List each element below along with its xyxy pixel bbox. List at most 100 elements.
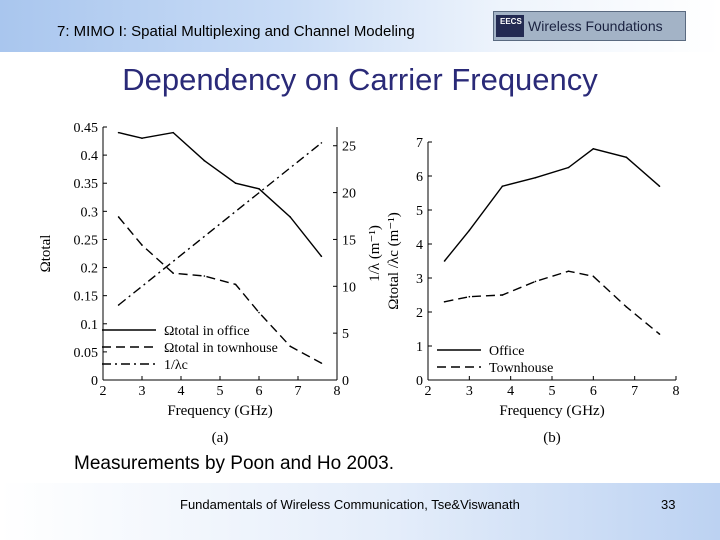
- series-line-1: [443, 148, 660, 262]
- data-point: [592, 275, 595, 278]
- data-point: [234, 283, 237, 286]
- data-point: [443, 260, 446, 262]
- course-title: 7: MIMO I: Spatial Multiplexing and Chan…: [57, 23, 415, 40]
- y-tick-label: 0: [91, 374, 98, 389]
- x-axis-label: Frequency (GHz): [499, 403, 604, 419]
- eecs-badge: EECS: [496, 15, 524, 37]
- y-tick-label: 4: [416, 238, 423, 253]
- data-point: [625, 306, 628, 308]
- chart-panel-a: 2 3 4 5 6 7 800.050.10.150.20.250.30.350.40.45…: [38, 121, 383, 446]
- slide-title: Dependency on Carrier Frequency: [122, 62, 598, 97]
- x-tick-label: 4: [178, 384, 185, 399]
- x-tick-label: 8: [334, 384, 341, 399]
- y2-tick-label: 5: [342, 327, 349, 342]
- y-tick-label: 0.15: [74, 290, 99, 305]
- y-tick-label: 7: [416, 136, 423, 151]
- x-tick-label: 4: [507, 384, 514, 399]
- data-point: [320, 255, 323, 258]
- series-line-3: [118, 142, 322, 306]
- y-tick-label: 0.1: [81, 318, 99, 333]
- data-point: [443, 301, 446, 303]
- logo-text: Wireless Foundations: [528, 18, 663, 34]
- x-tick-label: 8: [673, 384, 680, 399]
- x-tick-label: 3: [466, 384, 473, 399]
- data-point: [203, 159, 206, 162]
- legend-label: Ωtotal in townhouse: [164, 341, 278, 356]
- data-point: [203, 275, 206, 277]
- data-point: [258, 188, 260, 190]
- data-point: [501, 294, 504, 296]
- data-point: [592, 148, 595, 150]
- data-point: [117, 131, 120, 134]
- panel-label: (b): [543, 430, 561, 446]
- chart-panel-b: 2 3 4 5 6 7 8 0 1 2 3 4 5 6 7 Frequency (GHz) Ωtotal /λc…: [386, 136, 680, 446]
- y-tick-label: 6: [416, 170, 423, 185]
- data-point: [658, 333, 661, 335]
- y-tick-label: 0.35: [74, 177, 99, 192]
- x-tick-label: 7: [295, 384, 302, 399]
- y2-tick-label: 25: [342, 140, 356, 155]
- data-point: [234, 182, 237, 185]
- y-tick-label: 0: [416, 374, 423, 389]
- page-number: 33: [661, 497, 676, 512]
- legend-label: Townhouse: [489, 361, 553, 376]
- data-point: [258, 311, 260, 314]
- data-point: [141, 244, 143, 246]
- data-point: [117, 216, 120, 218]
- panel-label: (a): [212, 430, 229, 446]
- y-axis-label: Ωtotal /λc (m⁻¹): [386, 212, 402, 309]
- data-point: [468, 295, 471, 298]
- x-tick-label: 6: [256, 384, 263, 399]
- y-tick-label: 0.45: [74, 121, 99, 136]
- data-point: [141, 137, 143, 140]
- data-point: [320, 142, 323, 144]
- footer-bar: [0, 483, 720, 540]
- y-tick-label: 0.25: [74, 233, 99, 248]
- legend-label: 1/λc: [164, 358, 188, 373]
- data-point: [320, 362, 323, 364]
- y2-tick-label: 10: [342, 280, 356, 295]
- data-point: [534, 280, 537, 283]
- x-tick-label: 7: [631, 384, 638, 399]
- series-line-2: [118, 216, 322, 364]
- data-point: [468, 229, 471, 232]
- data-point: [289, 345, 292, 348]
- data-point: [172, 272, 174, 274]
- series-line-2: [444, 270, 660, 335]
- y-tick-label: 0.4: [81, 149, 99, 164]
- x-tick-label: 3: [139, 384, 146, 399]
- eecs-badge-text: EECS: [500, 17, 522, 26]
- y2-axis-label: 1/λ (m⁻¹): [367, 225, 383, 282]
- legend-label: Office: [489, 344, 525, 359]
- x-tick-label: 6: [590, 384, 597, 399]
- data-point: [625, 156, 628, 159]
- data-point: [172, 131, 174, 134]
- slide-caption: Measurements by Poon and Ho 2003.: [74, 453, 395, 474]
- y-tick-label: 0.2: [81, 262, 99, 277]
- y2-tick-label: 20: [342, 187, 356, 202]
- legend-label: Ωtotal in office: [164, 324, 250, 339]
- y-tick-label: 5: [416, 204, 423, 219]
- x-tick-label: 5: [217, 384, 224, 399]
- y-tick-label: 0.05: [74, 346, 99, 361]
- footer-text: Fundamentals of Wireless Communication, …: [180, 497, 520, 512]
- y-tick-label: 3: [416, 272, 423, 287]
- x-tick-label: 2: [100, 384, 107, 399]
- data-point: [567, 270, 570, 272]
- series-line-1: [118, 131, 322, 257]
- y-tick-label: 1: [416, 340, 423, 355]
- data-point: [534, 176, 537, 179]
- y2-tick-label: 0: [342, 374, 349, 389]
- chart-figure: 2 3 4 5 6 7 800.050.10.150.20.250.30.350.40.45…: [38, 121, 680, 446]
- wireless-foundations-logo: EECS Wireless Foundations: [493, 11, 686, 41]
- data-point: [289, 216, 292, 218]
- figure: 2 3 4 5 6 7 8 0 0.05 0.1 0.15 0.2 0.25 0.3 0.35 0.4 0.45…: [30, 116, 690, 452]
- y-tick-label: 0.3: [81, 205, 99, 220]
- y-axis-label: Ωtotal: [38, 235, 54, 273]
- data-point: [658, 185, 661, 187]
- data-point: [501, 185, 504, 187]
- data-point: [117, 304, 120, 306]
- data-point: [567, 166, 570, 169]
- y2-tick-label: 15: [342, 233, 356, 248]
- x-tick-label: 2: [425, 384, 432, 399]
